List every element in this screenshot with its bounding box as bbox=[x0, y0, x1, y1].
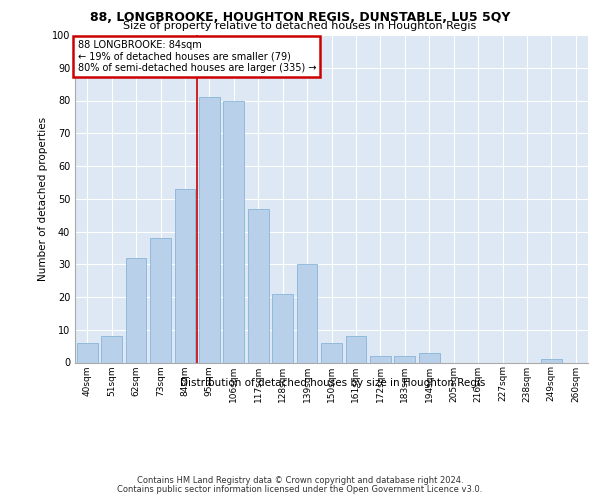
Bar bbox=[296, 264, 317, 362]
Bar bbox=[248, 208, 269, 362]
Bar bbox=[321, 343, 342, 362]
Bar bbox=[101, 336, 122, 362]
Bar bbox=[272, 294, 293, 362]
Text: Size of property relative to detached houses in Houghton Regis: Size of property relative to detached ho… bbox=[124, 21, 476, 31]
Text: Contains HM Land Registry data © Crown copyright and database right 2024.: Contains HM Land Registry data © Crown c… bbox=[137, 476, 463, 485]
Bar bbox=[150, 238, 171, 362]
Bar bbox=[370, 356, 391, 362]
Bar bbox=[419, 352, 440, 362]
Text: 88 LONGBROOKE: 84sqm
← 19% of detached houses are smaller (79)
80% of semi-detac: 88 LONGBROOKE: 84sqm ← 19% of detached h… bbox=[77, 40, 316, 73]
Y-axis label: Number of detached properties: Number of detached properties bbox=[38, 116, 47, 281]
Bar bbox=[394, 356, 415, 362]
Text: Distribution of detached houses by size in Houghton Regis: Distribution of detached houses by size … bbox=[181, 378, 485, 388]
Bar bbox=[199, 97, 220, 362]
Bar bbox=[125, 258, 146, 362]
Bar bbox=[175, 189, 196, 362]
Bar bbox=[223, 100, 244, 362]
Bar bbox=[541, 359, 562, 362]
Bar bbox=[346, 336, 367, 362]
Bar bbox=[77, 343, 98, 362]
Text: 88, LONGBROOKE, HOUGHTON REGIS, DUNSTABLE, LU5 5QY: 88, LONGBROOKE, HOUGHTON REGIS, DUNSTABL… bbox=[90, 11, 510, 24]
Text: Contains public sector information licensed under the Open Government Licence v3: Contains public sector information licen… bbox=[118, 484, 482, 494]
